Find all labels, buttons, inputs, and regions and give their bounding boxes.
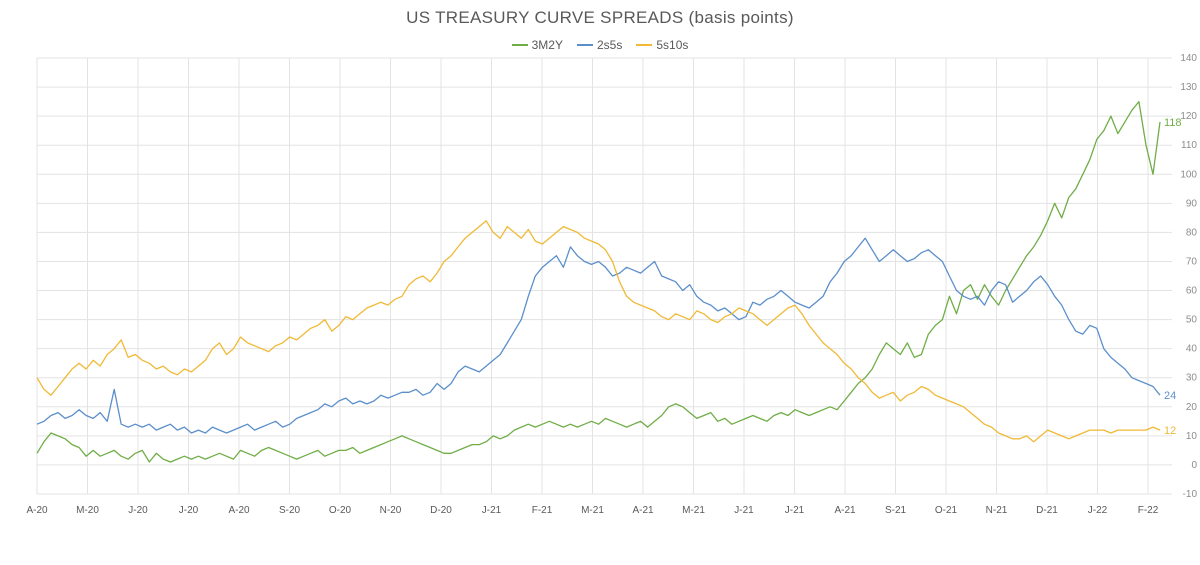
x-tick-label: F-21 xyxy=(532,505,553,516)
y-tick-label: 20 xyxy=(1186,402,1198,413)
y-tick-label: 30 xyxy=(1186,373,1198,384)
x-tick-label: M-21 xyxy=(581,505,604,516)
end-label-2s5s: 24 xyxy=(1164,390,1176,402)
x-tick-label: A-20 xyxy=(26,505,48,516)
x-tick-label: S-21 xyxy=(885,505,907,516)
chart-title: US TREASURY CURVE SPREADS (basis points) xyxy=(406,8,794,27)
y-tick-label: 50 xyxy=(1186,315,1198,326)
x-tick-label: N-21 xyxy=(986,505,1008,516)
end-label-5s10s: 12 xyxy=(1164,425,1176,437)
x-tick-label: A-21 xyxy=(632,505,654,516)
y-tick-label: 90 xyxy=(1186,198,1198,209)
x-tick-label: F-22 xyxy=(1138,505,1159,516)
legend: 3M2Y 2s5s 5s10s xyxy=(0,38,1200,52)
x-tick-label: J-20 xyxy=(128,505,148,516)
y-tick-label: 0 xyxy=(1191,460,1197,471)
y-tick-label: 70 xyxy=(1186,256,1198,267)
x-tick-label: A-20 xyxy=(228,505,250,516)
legend-label: 5s10s xyxy=(656,38,689,52)
x-tick-label: J-22 xyxy=(1088,505,1108,516)
x-tick-label: O-21 xyxy=(935,505,958,516)
legend-label: 3M2Y xyxy=(531,38,563,52)
x-tick-label: D-20 xyxy=(430,505,452,516)
y-tick-label: 40 xyxy=(1186,344,1198,355)
y-tick-label: 110 xyxy=(1181,140,1197,151)
y-tick-label: 130 xyxy=(1180,82,1197,93)
legend-swatch xyxy=(636,44,653,46)
legend-item-5s10s: 5s10s xyxy=(636,38,688,52)
legend-item-3m2y: 3M2Y xyxy=(511,38,563,52)
y-tick-label: -10 xyxy=(1183,489,1198,500)
x-tick-label: S-20 xyxy=(279,505,301,516)
series-line-2s5s xyxy=(36,237,1161,434)
x-tick-label: M-20 xyxy=(76,505,99,516)
x-tick-label: J-21 xyxy=(482,505,502,516)
x-tick-label: J-21 xyxy=(734,505,754,516)
x-tick-label: D-21 xyxy=(1036,505,1058,516)
x-tick-label: A-21 xyxy=(834,505,856,516)
legend-swatch xyxy=(511,44,528,46)
x-tick-label: M-21 xyxy=(682,505,705,516)
x-tick-label: J-20 xyxy=(179,505,199,516)
x-tick-label: J-21 xyxy=(785,505,805,516)
x-tick-label: O-20 xyxy=(329,505,352,516)
series-line-5s10s xyxy=(36,220,1161,443)
y-tick-label: 80 xyxy=(1186,227,1198,238)
y-tick-label: 100 xyxy=(1180,169,1197,180)
y-tick-label: 10 xyxy=(1186,431,1198,442)
end-label-3m2y: 118 xyxy=(1164,117,1182,129)
series-line-3m2y xyxy=(36,100,1161,463)
legend-item-2s5s: 2s5s xyxy=(576,38,623,52)
y-tick-label: 60 xyxy=(1186,286,1198,297)
y-tick-label: 140 xyxy=(1180,53,1197,64)
legend-label: 2s5s xyxy=(596,38,623,52)
y-tick-label: 120 xyxy=(1180,111,1197,122)
legend-swatch xyxy=(576,44,593,46)
x-tick-label: N-20 xyxy=(380,505,402,516)
